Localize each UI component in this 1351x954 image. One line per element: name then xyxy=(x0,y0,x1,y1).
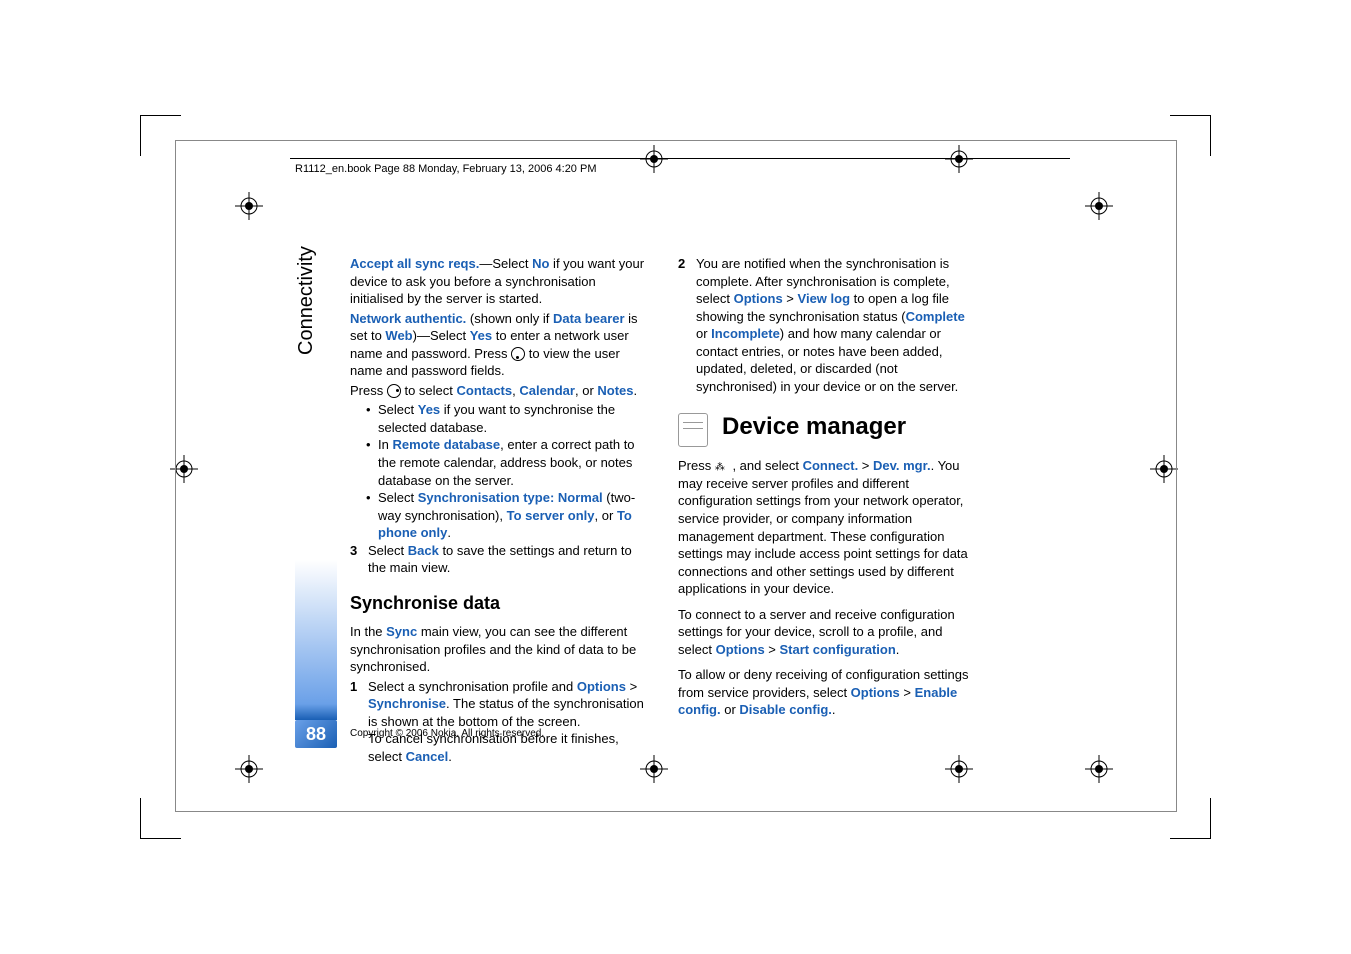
text: In the xyxy=(350,624,386,639)
bullet-icon: • xyxy=(366,436,378,489)
page-number: 88 xyxy=(295,720,337,748)
section-header: Device manager xyxy=(678,411,978,447)
ui-term: Options xyxy=(734,291,783,306)
text: > xyxy=(765,642,780,657)
ui-term: Accept all sync reqs. xyxy=(350,256,479,271)
text: (shown only if xyxy=(466,311,553,326)
text: In xyxy=(378,437,392,452)
text: Press xyxy=(678,458,715,473)
paragraph: Press ⁂ , and select Connect. > Dev. mgr… xyxy=(678,457,978,597)
paragraph: Accept all sync reqs.—Select No if you w… xyxy=(350,255,650,308)
ui-term: Back xyxy=(408,543,439,558)
ui-term: View log xyxy=(798,291,851,306)
paragraph: Network authentic. (shown only if Data b… xyxy=(350,310,650,380)
text: . You may receive server profiles and di… xyxy=(678,458,968,596)
bullet-icon: • xyxy=(366,401,378,436)
left-column: Accept all sync reqs.—Select No if you w… xyxy=(350,255,650,766)
text: . xyxy=(447,525,451,540)
subsection-heading: Synchronise data xyxy=(350,591,650,615)
ui-term: Options xyxy=(577,679,626,694)
list-item: •Select Yes if you want to synchronise t… xyxy=(366,401,650,436)
paragraph: To connect to a server and receive confi… xyxy=(678,606,978,659)
device-manager-icon xyxy=(678,413,708,447)
text: Select xyxy=(378,402,418,417)
text: > xyxy=(783,291,798,306)
page-gradient xyxy=(295,560,337,720)
paragraph: In the Sync main view, you can see the d… xyxy=(350,623,650,676)
numbered-item: 1 Select a synchronisation profile and O… xyxy=(350,678,650,766)
scroll-down-icon xyxy=(511,347,525,361)
header-text: R1112_en.book Page 88 Monday, February 1… xyxy=(295,163,596,175)
header-rule xyxy=(290,158,1070,159)
ui-term: Remote database xyxy=(392,437,500,452)
ui-term: Cancel xyxy=(406,749,449,764)
bullet-list: •Select Yes if you want to synchronise t… xyxy=(350,401,650,541)
ui-term: Synchronise xyxy=(368,696,446,711)
ui-term: Contacts xyxy=(456,383,512,398)
text: > xyxy=(626,679,637,694)
ui-term: Data bearer xyxy=(553,311,625,326)
ui-term: Notes xyxy=(597,383,633,398)
text: —Select xyxy=(479,256,532,271)
text: . xyxy=(896,642,900,657)
ui-term: Options xyxy=(851,685,900,700)
numbered-item: 2 You are notified when the synchronisat… xyxy=(678,255,978,395)
copyright-text: Copyright © 2006 Nokia. All rights reser… xyxy=(350,728,544,739)
ui-term: Disable config. xyxy=(739,702,831,717)
ui-term: Yes xyxy=(470,328,492,343)
step-number: 3 xyxy=(350,542,368,577)
right-column: 2 You are notified when the synchronisat… xyxy=(678,255,978,766)
menu-key-icon: ⁂ xyxy=(715,461,729,473)
text: Press xyxy=(350,383,387,398)
text: > xyxy=(900,685,915,700)
text: or xyxy=(721,702,740,717)
step-number: 2 xyxy=(678,255,696,395)
scroll-right-icon xyxy=(387,384,401,398)
text: or xyxy=(696,326,711,341)
text: , or xyxy=(575,383,597,398)
list-item: •Select Synchronisation type: Normal (tw… xyxy=(366,489,650,542)
paragraph: To allow or deny receiving of configurat… xyxy=(678,666,978,719)
ui-term: To server only xyxy=(507,508,595,523)
ui-term: Calendar xyxy=(519,383,575,398)
ui-term: Start configuration xyxy=(780,642,896,657)
text: Select xyxy=(368,543,408,558)
numbered-item: 3Select Back to save the settings and re… xyxy=(350,542,650,577)
ui-term: Options xyxy=(716,642,765,657)
text: . xyxy=(634,383,638,398)
text: )—Select xyxy=(413,328,470,343)
ui-term: Network authentic. xyxy=(350,311,466,326)
ui-term: Web xyxy=(385,328,412,343)
ui-term: Sync xyxy=(386,624,417,639)
ui-term: Complete xyxy=(906,309,965,324)
list-item: •In Remote database, enter a correct pat… xyxy=(366,436,650,489)
text: . xyxy=(448,749,452,764)
bullet-icon: • xyxy=(366,489,378,542)
section-heading: Device manager xyxy=(722,411,978,443)
ui-term: Connect. xyxy=(803,458,859,473)
ui-term: Synchronisation type: Normal xyxy=(418,490,603,505)
text: Select a synchronisation profile and xyxy=(368,679,577,694)
text: . xyxy=(832,702,836,717)
text: > xyxy=(858,458,873,473)
step-number: 1 xyxy=(350,678,368,766)
ui-term: Dev. mgr. xyxy=(873,458,931,473)
content-area: Accept all sync reqs.—Select No if you w… xyxy=(350,255,990,766)
text: , or xyxy=(595,508,617,523)
section-tab: Connectivity xyxy=(295,246,318,355)
ui-term: Yes xyxy=(418,402,440,417)
paragraph: Press to select Contacts, Calendar, or N… xyxy=(350,382,650,400)
text: , and select xyxy=(729,458,803,473)
ui-term: No xyxy=(532,256,549,271)
ui-term: Incomplete xyxy=(711,326,780,341)
text: Select xyxy=(378,490,418,505)
text: to select xyxy=(401,383,457,398)
